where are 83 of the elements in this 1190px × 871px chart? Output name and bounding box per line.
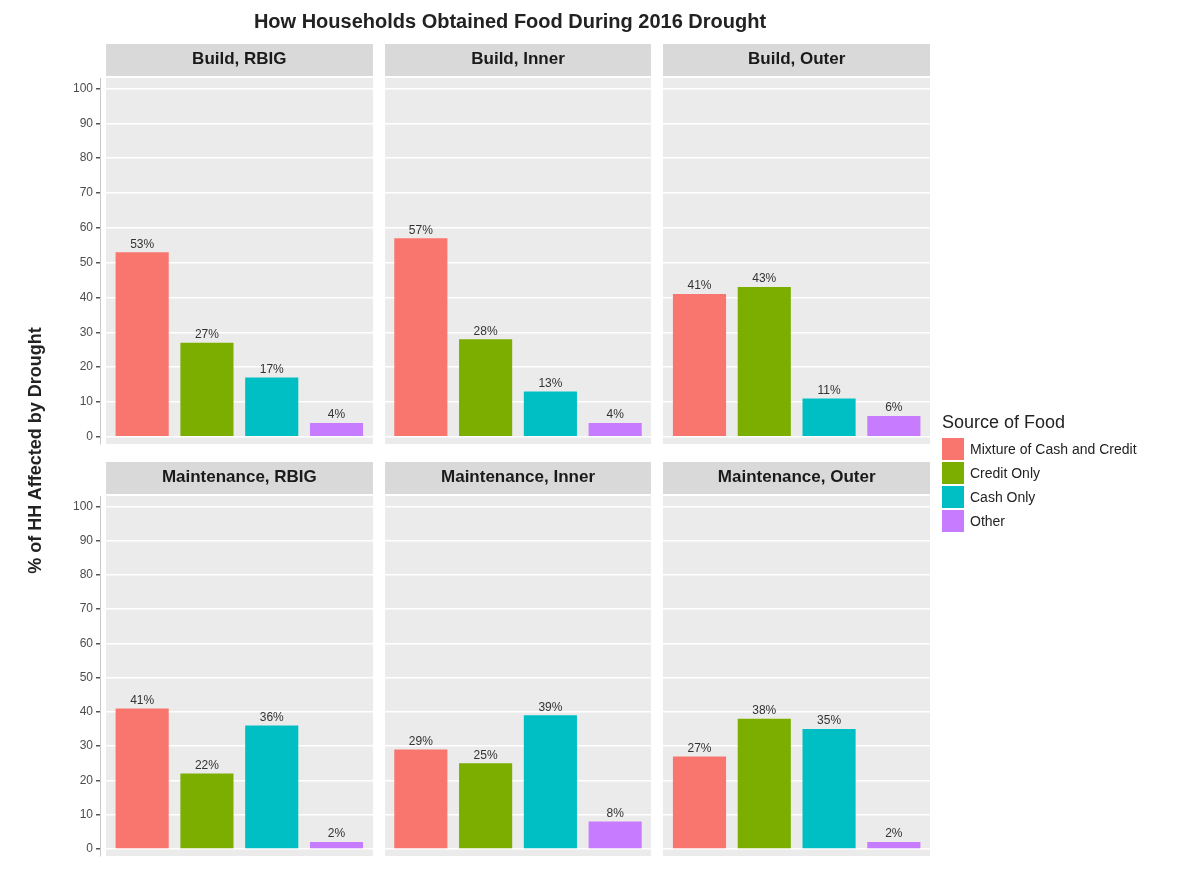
bar	[867, 842, 921, 849]
bar	[672, 756, 727, 849]
text: How Households Obtained Food During 2016 Drought	[252, 10, 768, 33]
bar	[394, 749, 448, 849]
data-label: 43%	[752, 271, 777, 286]
y-tick-label: 40	[79, 704, 94, 719]
y-tick-label: 0	[86, 429, 94, 444]
y-tick-label: 30	[79, 324, 94, 339]
data-label: 22%	[194, 757, 220, 772]
data-label: 4%	[606, 407, 625, 422]
data-label: 25%	[473, 747, 498, 762]
y-tick-label: 100	[72, 498, 94, 513]
data-label: 4%	[327, 407, 346, 422]
y-tick-label: 20	[79, 359, 94, 374]
legend-title: Source of Food	[942, 412, 1067, 433]
data-label: 27%	[687, 740, 712, 755]
data-label: 36%	[259, 709, 285, 724]
data-label: 11%	[817, 382, 841, 397]
y-tick-label: 40	[79, 289, 94, 304]
bar	[394, 238, 448, 437]
y-tick-label: 0	[86, 841, 94, 856]
y-tick-label: 70	[79, 185, 94, 200]
data-label: 29%	[408, 733, 434, 748]
y-tick-label: 10	[79, 806, 94, 821]
bar	[245, 377, 299, 437]
x-tick-label: Maintenance, RBIG	[161, 467, 317, 487]
legend-label: Other	[970, 513, 1006, 529]
data-label: 38%	[752, 703, 777, 718]
data-label: 27%	[194, 327, 220, 342]
y-tick-label: 10	[79, 394, 94, 409]
y-tick-label: 50	[79, 669, 94, 684]
bar	[588, 422, 642, 437]
data-label: 39%	[538, 699, 563, 714]
y-tick-label: 20	[79, 772, 94, 787]
data-label: 57%	[408, 222, 434, 237]
y-tick-label: 80	[79, 567, 94, 582]
bar	[523, 715, 577, 849]
bar	[115, 708, 169, 849]
data-label: 6%	[885, 400, 903, 415]
y-tick-label: 90	[79, 532, 94, 547]
data-label: 2%	[885, 826, 903, 841]
y-axis-title: % of HH Affected by Drought	[24, 326, 46, 576]
legend-label: Cash Only	[970, 489, 1036, 505]
bar	[115, 252, 169, 437]
bar	[309, 422, 364, 437]
y-tick-label: 60	[79, 635, 94, 650]
bar	[802, 729, 856, 849]
data-label: 2%	[327, 826, 346, 841]
x-tick-label: Maintenance, Inner	[441, 467, 596, 487]
data-label: 35%	[817, 713, 842, 728]
bar	[672, 294, 727, 437]
y-tick-label: 60	[79, 220, 94, 235]
bar	[588, 821, 642, 849]
y-tick-label: 80	[79, 150, 94, 165]
bar	[802, 398, 856, 437]
bar	[309, 842, 364, 849]
bar	[737, 287, 791, 437]
x-tick-label: Build, Inner	[471, 49, 566, 69]
data-label: 28%	[473, 323, 498, 338]
x-tick-label: Build, RBIG	[192, 49, 287, 69]
bar	[867, 415, 921, 437]
bar	[180, 342, 234, 437]
data-label: 41%	[130, 692, 155, 707]
bar	[245, 725, 299, 849]
bar	[459, 339, 513, 437]
data-label: 8%	[606, 805, 625, 820]
y-tick-label: 90	[79, 115, 94, 130]
bar	[459, 763, 513, 849]
y-tick-label: 70	[79, 601, 94, 616]
bar	[737, 718, 791, 849]
bar	[523, 391, 577, 437]
y-tick-label: 30	[79, 738, 94, 753]
legend-label: Credit Only	[970, 465, 1041, 481]
legend-label: Mixture of Cash and Credit	[970, 441, 1137, 457]
y-tick-label: 50	[79, 254, 94, 269]
y-tick-label: 100	[72, 80, 94, 95]
x-tick-label: Build, Outer	[748, 49, 846, 69]
data-label: 41%	[687, 278, 712, 293]
data-label: 13%	[538, 375, 563, 390]
data-label: 17%	[259, 361, 285, 376]
bar	[180, 773, 234, 849]
x-tick-label: Maintenance, Outer	[717, 467, 876, 487]
data-label: 53%	[130, 236, 155, 251]
